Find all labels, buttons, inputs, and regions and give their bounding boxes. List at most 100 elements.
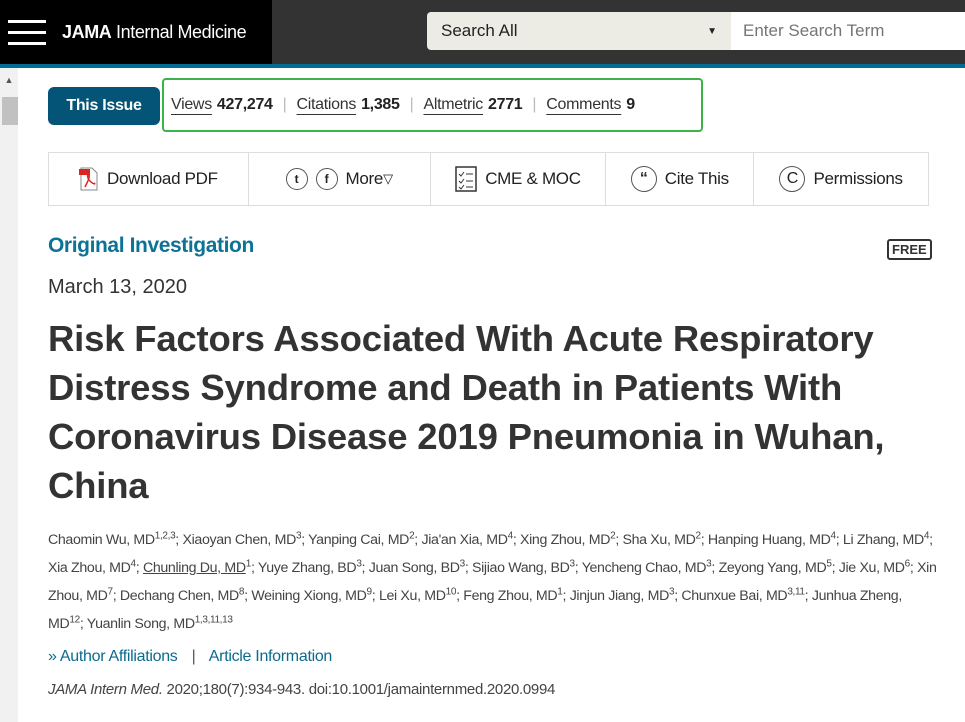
affiliation-number: 9 xyxy=(366,586,373,598)
metric-label[interactable]: Citations xyxy=(296,96,357,113)
author-name: Yanping Cai, MD xyxy=(308,532,410,548)
author-name: Hanping Huang, MD xyxy=(707,532,831,548)
author-name: Sijiao Wang, BD xyxy=(472,560,570,576)
author: Yencheng Chao, MD3; xyxy=(581,558,719,576)
search-scope-select[interactable]: Search All ▼ xyxy=(427,12,731,50)
author: Hanping Huang, MD4; xyxy=(707,530,843,548)
affiliation-number: 3 xyxy=(668,586,675,598)
divider: | xyxy=(191,648,196,665)
affiliation-number: 4 xyxy=(507,530,514,542)
author: Chunxue Bai, MD3,11; xyxy=(681,586,812,604)
metric-label[interactable]: Views xyxy=(171,96,212,113)
author-name: Weining Xiong, MD xyxy=(251,588,367,604)
author: Xin Zhou, MD7; xyxy=(48,560,937,604)
metric-label[interactable]: Altmetric xyxy=(423,96,484,113)
chevron-double-right-icon: » xyxy=(48,648,57,665)
author: Li Zhang, MD4; xyxy=(842,530,933,548)
author: Xia Zhou, MD4; xyxy=(48,558,143,576)
author-name: Xing Zhou, MD xyxy=(520,532,611,548)
divider: | xyxy=(409,96,414,113)
brand: JAMA Internal Medicine xyxy=(0,0,272,64)
author-name: Junhua Zheng, MD xyxy=(48,588,902,632)
scroll-up-icon[interactable]: ▲ xyxy=(4,75,14,85)
search-input[interactable] xyxy=(731,12,965,50)
author: Yanping Cai, MD2; xyxy=(308,530,422,548)
metric-views[interactable]: Views 427,274 xyxy=(171,96,273,114)
metric-comments[interactable]: Comments 9 xyxy=(546,96,635,114)
permissions-button[interactable]: C Permissions xyxy=(754,153,928,205)
article-category[interactable]: Original Investigation xyxy=(48,234,254,257)
author-list: Chaomin Wu, MD1,2,3; Xiaoyan Chen, MD3; … xyxy=(48,526,938,638)
author: Xiaoyan Chen, MD3; xyxy=(182,530,309,548)
affiliation-number: 7 xyxy=(107,586,114,598)
author-name: Yencheng Chao, MD xyxy=(581,560,707,576)
publication-date: March 13, 2020 xyxy=(48,276,187,298)
author-name: Li Zhang, MD xyxy=(842,532,924,548)
scrollbar[interactable]: ▲ xyxy=(0,68,18,722)
author-name: Juan Song, BD xyxy=(368,560,460,576)
author-name: Chunxue Bai, MD xyxy=(681,588,788,604)
author-name: Feng Zhou, MD xyxy=(463,588,558,604)
cite-this-button[interactable]: “ Cite This xyxy=(606,153,755,205)
author-name: Jinjun Jiang, MD xyxy=(569,588,670,604)
author-name: Lei Xu, MD xyxy=(378,588,446,604)
author-name: Sha Xu, MD xyxy=(622,532,696,548)
author: Xing Zhou, MD2; xyxy=(520,530,623,548)
affiliation-number: 5 xyxy=(826,558,832,570)
divider: | xyxy=(532,96,537,113)
triangle-down-icon: ▽ xyxy=(383,171,393,186)
author: Yuanlin Song, MD1,3,11,13 xyxy=(86,614,233,632)
metric-label[interactable]: Comments xyxy=(546,96,622,113)
author: Jia'an Xia, MD4; xyxy=(421,530,521,548)
affiliation-number: 3 xyxy=(706,558,712,570)
affiliation-number: 2 xyxy=(695,530,702,542)
author-name: Yuye Zhang, BD xyxy=(257,560,357,576)
affiliation-number: 12 xyxy=(69,614,80,626)
author-name: Zeyong Yang, MD xyxy=(718,560,827,576)
author: Dechang Chen, MD8; xyxy=(119,586,252,604)
journal-abbrev: JAMA Intern Med. xyxy=(48,681,163,698)
scroll-thumb[interactable] xyxy=(2,97,18,125)
search-bar: Search All ▼ xyxy=(427,12,965,50)
cme-moc-button[interactable]: CME & MOC xyxy=(431,153,607,205)
affiliation-number: 2 xyxy=(409,530,415,542)
affiliation-number: 8 xyxy=(238,586,245,598)
author: Juan Song, BD3; xyxy=(368,558,473,576)
metric-citations[interactable]: Citations 1,385 xyxy=(297,96,400,114)
facebook-icon[interactable]: f xyxy=(315,168,338,190)
citation-details: 2020;180(7):934-943. doi:10.1001/jamaint… xyxy=(162,681,556,698)
metric-value: 427,274 xyxy=(216,96,273,113)
author-name: Xiaoyan Chen, MD xyxy=(182,532,296,548)
header-accent-strip xyxy=(0,64,965,68)
affiliation-number: 4 xyxy=(130,558,137,570)
article-information-link[interactable]: Article Information xyxy=(208,648,333,665)
affiliation-number: 3 xyxy=(356,558,362,570)
author-name[interactable]: Chunling Du, MD xyxy=(142,560,246,576)
affiliation-number: 1,3,11,13 xyxy=(194,614,233,626)
author: Lei Xu, MD10; xyxy=(378,586,464,604)
download-pdf-button[interactable]: Download PDF xyxy=(49,153,249,205)
author-name: Xin Zhou, MD xyxy=(48,560,937,604)
author: Jinjun Jiang, MD3; xyxy=(569,586,682,604)
menu-icon[interactable] xyxy=(8,12,46,53)
author: Zeyong Yang, MD5; xyxy=(718,558,839,576)
affiliation-number: 1 xyxy=(245,558,252,570)
affiliation-number: 3 xyxy=(459,558,466,570)
citation: JAMA Intern Med. 2020;180(7):934-943. do… xyxy=(48,681,555,698)
affiliation-number: 2 xyxy=(610,530,616,542)
share-more-button[interactable]: t f More ▽ xyxy=(249,153,431,205)
metric-value: 9 xyxy=(626,96,635,113)
quote-icon: “ xyxy=(630,166,657,192)
author-affiliations-link[interactable]: Author Affiliations xyxy=(59,648,178,665)
author[interactable]: Chunling Du, MD1; xyxy=(142,558,258,576)
metric-value: 1,385 xyxy=(361,96,400,113)
author-name: Yuanlin Song, MD xyxy=(86,616,195,632)
article-links: » Author Affiliations | Article Informat… xyxy=(48,648,332,666)
this-issue-button[interactable]: This Issue xyxy=(48,87,160,125)
metric-altmetric[interactable]: Altmetric 2771 xyxy=(423,96,522,114)
twitter-icon[interactable]: t xyxy=(285,168,308,190)
article-toolbar: Download PDF t f More ▽ CME & MOC “ Cite … xyxy=(48,152,929,206)
journal-logo[interactable]: JAMA Internal Medicine xyxy=(62,21,247,42)
affiliation-number: 4 xyxy=(923,530,930,542)
divider: | xyxy=(282,96,287,113)
